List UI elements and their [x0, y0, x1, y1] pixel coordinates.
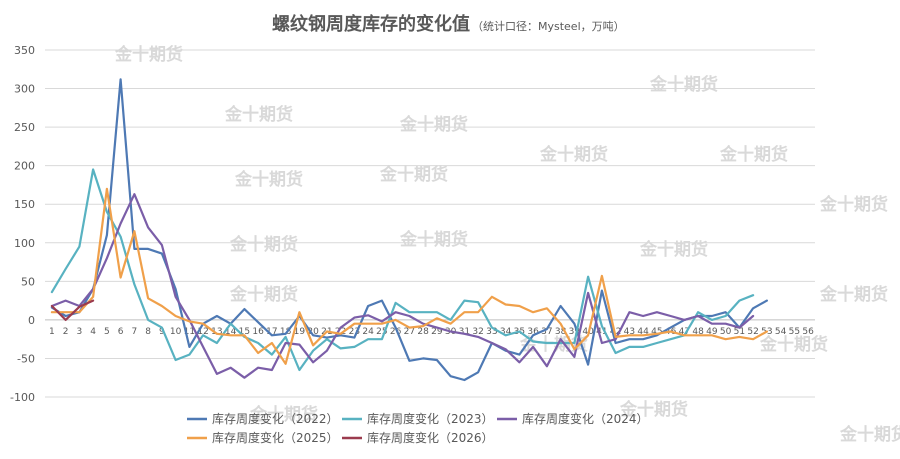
x-tick-label: 54 [775, 327, 787, 337]
x-tick-label: 2 [63, 327, 69, 337]
x-tick-label: 49 [706, 327, 718, 337]
chart-title: 螺纹钢周度库存的变化值 [272, 13, 470, 35]
x-tick-label: 10 [170, 327, 182, 337]
x-tick-label: 7 [132, 327, 138, 337]
series-layer [50, 78, 768, 382]
x-tick-label: 28 [417, 327, 429, 337]
x-tick-label: 15 [239, 327, 250, 337]
legend-label-1: 库存周度变化（2022） [212, 411, 339, 426]
x-tick-label: 20 [307, 327, 319, 337]
x-tick-label: 47 [679, 327, 690, 337]
watermark-6: 金十期货 [719, 144, 788, 165]
x-tick-label: 14 [225, 327, 237, 337]
x-tick-label: 3 [77, 327, 83, 337]
x-tick-label: 12 [197, 327, 208, 337]
series-line-5 [50, 299, 95, 321]
x-tick-label: 45 [651, 327, 662, 337]
watermark-2: 金十期货 [649, 74, 718, 95]
x-tick-label: 11 [184, 327, 195, 337]
series-line-3 [50, 193, 755, 379]
x-tick-label: 23 [349, 327, 360, 337]
x-tick-label: 36 [527, 327, 539, 337]
y-axis: -100 -50 0 50 100 150 200 250 300 350 [10, 44, 35, 404]
x-tick-label: 1 [49, 327, 55, 337]
watermark-10: 金十期货 [229, 234, 298, 255]
x-tick-label: 5 [104, 327, 110, 337]
x-tick-label: 50 [720, 327, 732, 337]
watermark-5: 金十期货 [539, 144, 608, 165]
x-tick-label: 55 [789, 327, 800, 337]
y-tick-label: 350 [14, 44, 35, 57]
watermark-19: 金十期货 [839, 424, 900, 445]
watermark-3: 金十期货 [224, 104, 293, 125]
y-tick-label: 300 [14, 83, 35, 96]
x-tick-label: 51 [734, 327, 745, 337]
x-tick-label: 37 [541, 327, 552, 337]
y-tick-label: 250 [14, 121, 35, 134]
y-tick-label: 100 [14, 237, 35, 250]
x-tick-label: 32 [472, 327, 483, 337]
x-tick-label: 56 [802, 327, 814, 337]
legend-label-3: 库存周度变化（2024） [522, 411, 649, 426]
watermark-9: 金十期货 [819, 194, 888, 215]
x-tick-label: 33 [486, 327, 497, 337]
legend-label-5: 库存周度变化（2026） [367, 430, 494, 445]
watermark-1: 金十期货 [114, 44, 183, 65]
y-tick-label: -50 [17, 352, 35, 365]
watermark-4: 金十期货 [399, 114, 468, 135]
x-tick-label: 44 [637, 327, 649, 337]
x-tick-label: 6 [118, 327, 124, 337]
x-tick-label: 43 [624, 327, 635, 337]
x-tick-label: 17 [266, 327, 277, 337]
x-tick-label: 26 [390, 327, 402, 337]
x-tick-label: 38 [555, 327, 567, 337]
watermark-16: 金十期货 [759, 334, 828, 355]
y-tick-label: 50 [21, 275, 35, 288]
x-tick-label: 25 [376, 327, 387, 337]
series-line-4 [50, 187, 768, 365]
x-tick-label: 31 [459, 327, 470, 337]
x-tick-label: 34 [500, 327, 512, 337]
y-tick-label: 150 [14, 198, 35, 211]
watermark-7: 金十期货 [234, 169, 303, 190]
x-tick-label: 4 [90, 327, 96, 337]
legend-label-2: 库存周度变化（2023） [367, 411, 494, 426]
x-tick-label: 16 [252, 327, 264, 337]
chart-subtitle: （统计口径：Mysteel，万吨） [472, 20, 625, 33]
watermark-11: 金十期货 [399, 229, 468, 250]
y-tick-label: -100 [10, 391, 35, 404]
watermark-12: 金十期货 [639, 239, 708, 260]
watermark-13: 金十期货 [819, 284, 888, 305]
watermark-8: 金十期货 [379, 164, 448, 185]
y-tick-label: 200 [14, 160, 35, 173]
x-tick-label: 22 [335, 327, 346, 337]
x-tick-label: 9 [159, 327, 165, 337]
x-tick-label: 48 [692, 327, 704, 337]
x-tick-label: 24 [362, 327, 374, 337]
x-tick-label: 41 [596, 327, 607, 337]
x-tick-label: 19 [294, 327, 306, 337]
x-tick-label: 39 [569, 327, 581, 337]
x-tick-label: 8 [145, 327, 151, 337]
x-tick-label: 29 [431, 327, 443, 337]
x-tick-label: 42 [610, 327, 621, 337]
watermark-17: 金十期货 [249, 404, 318, 425]
grid-layer [45, 49, 815, 398]
x-tick-label: 27 [404, 327, 415, 337]
x-tick-label: 52 [747, 327, 758, 337]
watermark-18: 金十期货 [619, 399, 688, 420]
legend: 库存周度变化（2022） 库存周度变化（2023） 库存周度变化（2024） 库存周度… [187, 411, 649, 445]
series-line-2 [50, 168, 755, 372]
legend-label-4: 库存周度变化（2025） [212, 430, 339, 445]
watermark-14: 金十期货 [229, 284, 298, 305]
x-tick-label: 13 [211, 327, 222, 337]
y-tick-label: 0 [28, 314, 35, 327]
